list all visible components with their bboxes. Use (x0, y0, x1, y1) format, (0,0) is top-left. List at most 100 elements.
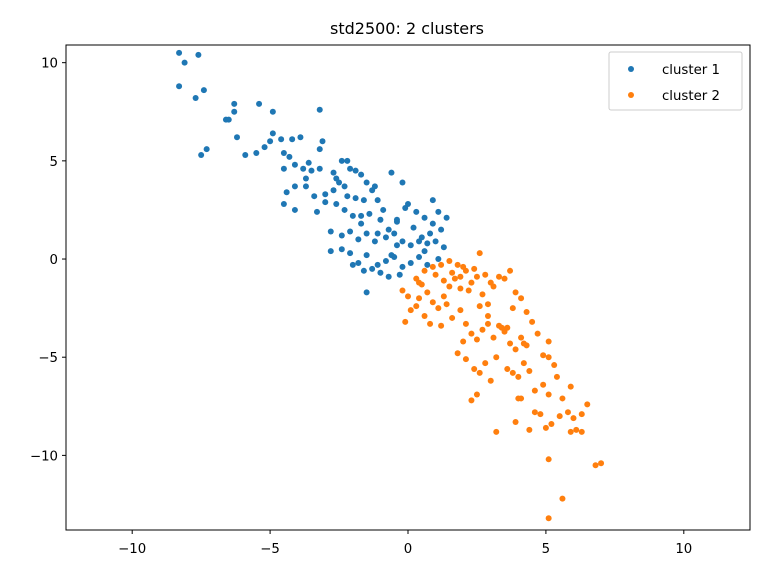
data-point-cluster-1 (385, 226, 392, 233)
data-point-cluster-1 (330, 169, 337, 176)
data-point-cluster-2 (476, 303, 483, 310)
data-point-cluster-1 (297, 134, 304, 141)
data-point-cluster-2 (542, 424, 549, 431)
data-point-cluster-2 (446, 257, 453, 264)
data-point-cluster-2 (567, 383, 574, 390)
data-point-cluster-1 (347, 250, 354, 257)
data-point-cluster-2 (454, 350, 461, 357)
data-point-cluster-2 (551, 362, 558, 369)
data-point-cluster-1 (374, 261, 381, 268)
data-point-cluster-2 (559, 395, 566, 402)
data-point-cluster-1 (377, 269, 384, 276)
data-point-cluster-1 (316, 165, 323, 172)
data-point-cluster-2 (523, 309, 530, 316)
data-point-cluster-2 (529, 318, 536, 325)
legend-marker-cluster-2 (628, 92, 634, 98)
data-point-cluster-1 (234, 134, 240, 141)
data-point-cluster-1 (363, 252, 370, 259)
data-point-cluster-2 (545, 391, 552, 398)
data-point-cluster-1 (291, 183, 298, 190)
data-point-cluster-1 (440, 244, 447, 251)
data-point-cluster-1 (231, 108, 238, 115)
data-point-cluster-2 (457, 307, 464, 314)
data-point-cluster-2 (598, 460, 605, 467)
data-point-cluster-2 (416, 279, 423, 286)
data-point-cluster-2 (484, 320, 491, 327)
data-point-cluster-1 (291, 161, 298, 168)
data-point-cluster-1 (363, 289, 370, 296)
data-point-cluster-1 (344, 157, 351, 164)
data-point-cluster-2 (553, 373, 560, 380)
data-point-cluster-2 (545, 354, 552, 361)
data-point-cluster-2 (493, 354, 500, 361)
data-point-cluster-1 (424, 261, 431, 268)
data-point-cluster-2 (548, 420, 555, 427)
data-point-cluster-2 (520, 340, 527, 347)
data-point-cluster-2 (512, 419, 519, 425)
data-point-cluster-1 (399, 238, 406, 245)
legend-label-cluster-2: cluster 2 (662, 89, 720, 104)
ticks-layer: −10 −5 0 5 10 10 5 0 −5 −10 (30, 57, 692, 557)
data-point-cluster-2 (471, 365, 478, 372)
y-tick-label: 5 (50, 155, 58, 170)
data-point-cluster-1 (349, 261, 356, 268)
data-point-cluster-1 (336, 179, 343, 186)
data-point-cluster-1 (269, 130, 276, 137)
data-point-cluster-1 (289, 136, 296, 143)
data-point-cluster-2 (457, 285, 464, 292)
data-point-cluster-2 (484, 312, 491, 319)
data-point-cluster-2 (421, 267, 428, 274)
data-point-cluster-2 (454, 261, 461, 268)
data-point-cluster-1 (363, 179, 370, 186)
data-point-cluster-2 (473, 273, 480, 280)
data-point-cluster-1 (341, 206, 348, 213)
data-point-cluster-1 (291, 206, 298, 213)
data-point-cluster-1 (399, 179, 406, 186)
data-point-cluster-2 (443, 301, 450, 308)
data-point-cluster-1 (278, 136, 285, 143)
data-point-cluster-1 (267, 138, 274, 145)
data-point-cluster-1 (427, 230, 434, 237)
data-point-cluster-1 (338, 232, 345, 239)
data-point-cluster-1 (347, 228, 354, 235)
data-point-cluster-2 (545, 338, 552, 345)
data-point-cluster-1 (393, 218, 400, 225)
data-point-cluster-1 (429, 197, 436, 204)
data-point-cluster-1 (413, 208, 420, 215)
data-point-cluster-2 (476, 369, 483, 376)
data-point-cluster-2 (578, 428, 585, 435)
data-point-cluster-1 (333, 201, 340, 208)
plot-area-frame (65, 44, 751, 531)
data-point-cluster-1 (435, 208, 442, 215)
data-point-cluster-2 (449, 314, 456, 321)
data-point-cluster-2 (490, 334, 497, 341)
data-point-cluster-1 (322, 199, 329, 206)
data-point-cluster-1 (280, 201, 287, 208)
data-point-cluster-1 (330, 187, 337, 194)
data-point-cluster-1 (421, 214, 428, 221)
data-point-cluster-2 (520, 360, 527, 367)
data-point-cluster-2 (482, 271, 489, 278)
data-point-cluster-2 (537, 411, 544, 418)
data-point-cluster-2 (482, 360, 489, 367)
data-point-cluster-1 (380, 206, 387, 213)
data-point-cluster-1 (256, 100, 263, 107)
data-point-cluster-2 (540, 352, 547, 359)
data-point-cluster-1 (338, 157, 345, 164)
data-point-cluster-1 (286, 153, 293, 160)
data-point-cluster-1 (319, 138, 326, 145)
data-point-cluster-1 (261, 144, 268, 151)
data-point-cluster-1 (429, 220, 436, 227)
data-point-cluster-2 (429, 263, 436, 270)
data-point-cluster-2 (432, 271, 439, 278)
data-point-cluster-2 (504, 365, 511, 372)
data-point-cluster-1 (374, 230, 381, 237)
data-point-cluster-1 (176, 83, 183, 90)
data-point-cluster-2 (559, 495, 566, 502)
data-point-cluster-2 (504, 324, 511, 331)
data-point-cluster-2 (570, 415, 577, 422)
data-point-cluster-1 (322, 191, 329, 198)
data-point-cluster-1 (352, 167, 359, 174)
data-point-cluster-2 (509, 305, 516, 312)
